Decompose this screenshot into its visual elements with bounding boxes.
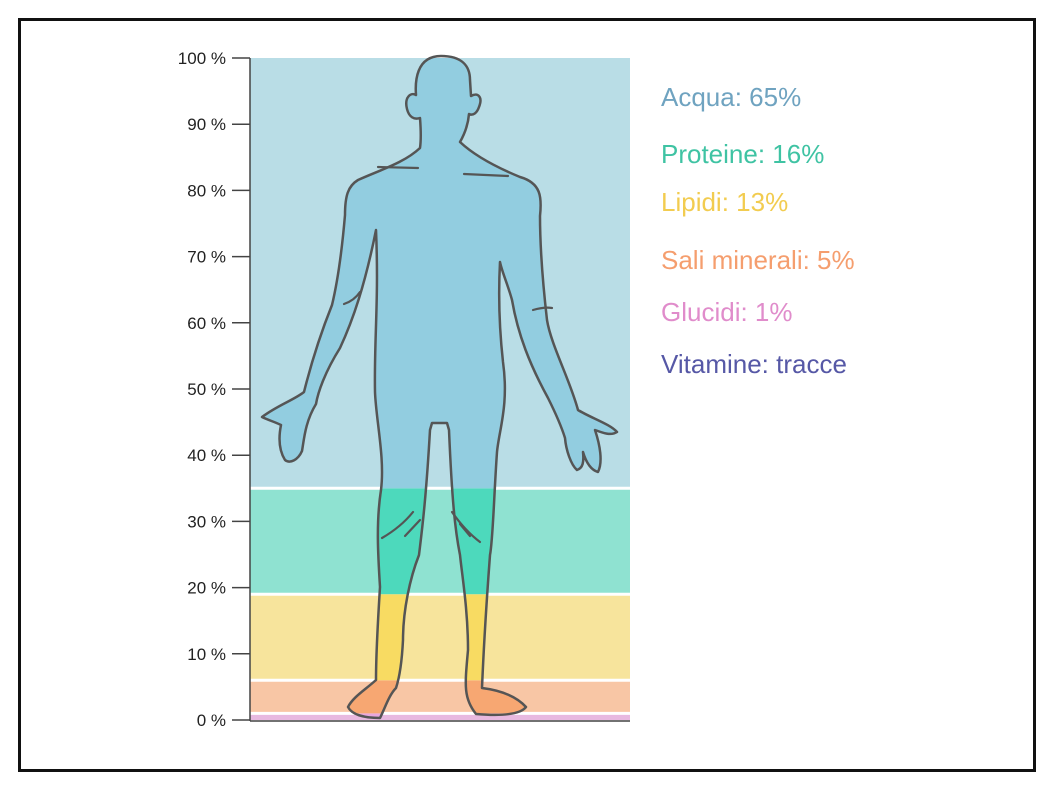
legend-lipidi: Lipidi: 13% xyxy=(661,187,789,217)
legend-acqua: Acqua: 65% xyxy=(661,82,802,112)
y-tick-label: 10 % xyxy=(187,645,226,664)
legend-proteine: Proteine: 16% xyxy=(661,139,825,169)
y-tick-label: 100 % xyxy=(178,49,226,68)
legend-sali-minerali: Sali minerali: 5% xyxy=(661,245,855,275)
y-tick-label: 90 % xyxy=(187,115,226,134)
y-tick-label: 40 % xyxy=(187,446,226,465)
legend-vitamine: Vitamine: tracce xyxy=(661,349,847,379)
y-tick-label: 50 % xyxy=(187,380,226,399)
y-tick-label: 20 % xyxy=(187,579,226,598)
y-tick-label: 0 % xyxy=(197,711,226,730)
y-tick-label: 80 % xyxy=(187,181,226,200)
y-tick-label: 60 % xyxy=(187,314,226,333)
y-tick-label: 30 % xyxy=(187,512,226,531)
y-tick-label: 70 % xyxy=(187,248,226,267)
band-sali-minerali xyxy=(250,680,630,714)
band-proteine xyxy=(250,488,630,595)
band-glucidi xyxy=(250,713,630,720)
human-figure-details xyxy=(342,165,554,544)
human-figure xyxy=(260,54,619,720)
band-lipidi xyxy=(250,594,630,681)
legend-glucidi: Glucidi: 1% xyxy=(661,297,793,327)
